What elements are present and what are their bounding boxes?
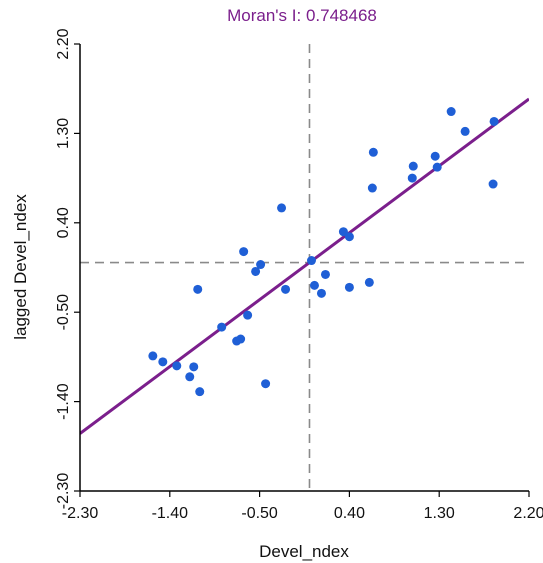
- data-point: [364, 277, 374, 287]
- data-point: [158, 357, 168, 367]
- data-point: [338, 227, 348, 237]
- data-point: [148, 351, 158, 361]
- data-point: [193, 284, 203, 294]
- data-point: [306, 256, 316, 266]
- data-point: [432, 162, 442, 172]
- data-point: [446, 107, 456, 117]
- data-point: [309, 280, 319, 290]
- data-point: [277, 203, 287, 213]
- data-point: [243, 310, 253, 320]
- data-point: [189, 362, 199, 372]
- y-tick-label: -2.30: [55, 473, 72, 510]
- y-tick-label: 2.20: [55, 28, 72, 59]
- data-point: [239, 247, 249, 257]
- y-tick-label: 1.30: [55, 118, 72, 149]
- data-point: [407, 173, 417, 183]
- data-point: [217, 322, 227, 332]
- data-point: [368, 147, 378, 157]
- data-point: [320, 269, 330, 279]
- y-axis-title: lagged Devel_ndex: [11, 194, 30, 340]
- data-point: [488, 179, 498, 189]
- data-point: [236, 334, 246, 344]
- x-tick-label: -1.40: [152, 505, 189, 522]
- y-tick-label: -0.50: [55, 294, 72, 331]
- data-point: [256, 260, 266, 270]
- x-tick-label: -0.50: [241, 505, 278, 522]
- axes: [79, 44, 529, 492]
- x-tick-label: 1.30: [424, 505, 455, 522]
- data-point: [367, 183, 377, 193]
- data-point: [430, 151, 440, 161]
- y-tick-label: 0.40: [55, 207, 72, 238]
- data-point: [489, 116, 499, 126]
- data-point: [344, 282, 354, 292]
- x-tick-label: -2.30: [62, 505, 99, 522]
- data-point: [185, 372, 195, 382]
- x-tick-label: 0.40: [334, 505, 365, 522]
- data-point: [281, 284, 291, 294]
- y-ticks: -2.30 -1.40 -0.50 0.40 1.30 2.20: [55, 28, 80, 509]
- regression-line-group: [80, 97, 529, 435]
- regression-line: [80, 97, 529, 435]
- data-point: [316, 288, 326, 298]
- data-point: [344, 232, 354, 242]
- data-point: [460, 126, 470, 136]
- x-axis-title: Devel_ndex: [259, 542, 349, 561]
- x-tick-label: 2.20: [513, 505, 543, 522]
- y-tick-label: -1.40: [55, 383, 72, 420]
- data-point: [195, 387, 205, 397]
- data-point: [261, 379, 271, 389]
- data-point: [172, 361, 182, 371]
- data-point: [408, 161, 418, 171]
- chart-title: Moran's I: 0.748468: [227, 6, 377, 25]
- data-points: [148, 107, 499, 397]
- data-point: [251, 266, 261, 276]
- x-ticks: -2.30 -1.40 -0.50 0.40 1.30 2.20: [62, 491, 543, 522]
